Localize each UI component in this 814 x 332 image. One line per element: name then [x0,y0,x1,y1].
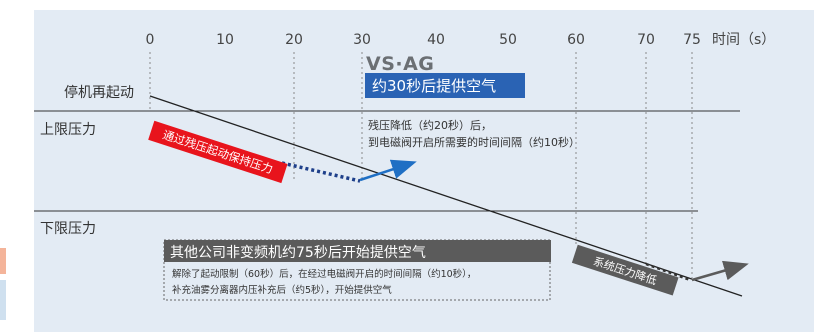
time-guides [149,52,693,278]
tick-60: 60 [567,32,585,48]
competitor-supply-arrow [691,260,749,282]
system-tag-bg [571,244,679,296]
competitor-title-bg [164,240,551,262]
side-accent-orange [0,248,6,274]
red-tag-text: 通过残压起动保持压力 [161,128,275,177]
competitor-title: 其他公司非变频机约75秒后开始提供空气 [170,245,426,261]
competitor-line2: 补充油雾分离器内压补充后（约5秒），开始提供空气 [172,284,392,296]
tick-70: 70 [637,32,655,48]
vsag-banner-bg [365,73,525,98]
residual-note-line1: 残压降低（约20秒）后， [368,118,492,132]
vsag-supply-arrow [359,159,417,182]
time-axis: 0 10 20 30 40 50 60 70 75 时间（s） [146,32,776,48]
lower-pressure-label: 下限压力 [40,221,96,237]
vsag-logo: VS·AG [366,53,434,75]
restart-label: 停机再起动 [64,84,134,101]
tick-20: 20 [285,32,303,48]
residual-hold-segment [281,161,361,183]
residual-note-line2: 到电磁阀开启所需要的时间间隔（约10秒） [368,135,580,149]
tick-10: 10 [216,32,234,48]
vsag-banner-text: 约30秒后提供空气 [372,77,496,95]
red-tag: 通过残压起动保持压力 [148,120,288,184]
side-accent-blue [0,280,6,320]
red-tag-bg [148,120,288,184]
tick-40: 40 [427,32,445,48]
tick-75: 75 [683,32,701,48]
pressure-decline-line [149,95,743,297]
tick-0: 0 [146,32,155,48]
tick-50: 50 [499,32,517,48]
tick-30: 30 [353,32,371,48]
competitor-wait-segment [645,262,691,282]
system-pressure-tag: 系统压力降低 [571,244,679,296]
axis-unit-label: 时间（s） [712,32,775,48]
competitor-line1: 解除了起动限制（60秒）后，在经过电磁阀开启的时间间隔（约10秒）， [172,268,476,280]
upper-pressure-label: 上限压力 [40,122,96,138]
